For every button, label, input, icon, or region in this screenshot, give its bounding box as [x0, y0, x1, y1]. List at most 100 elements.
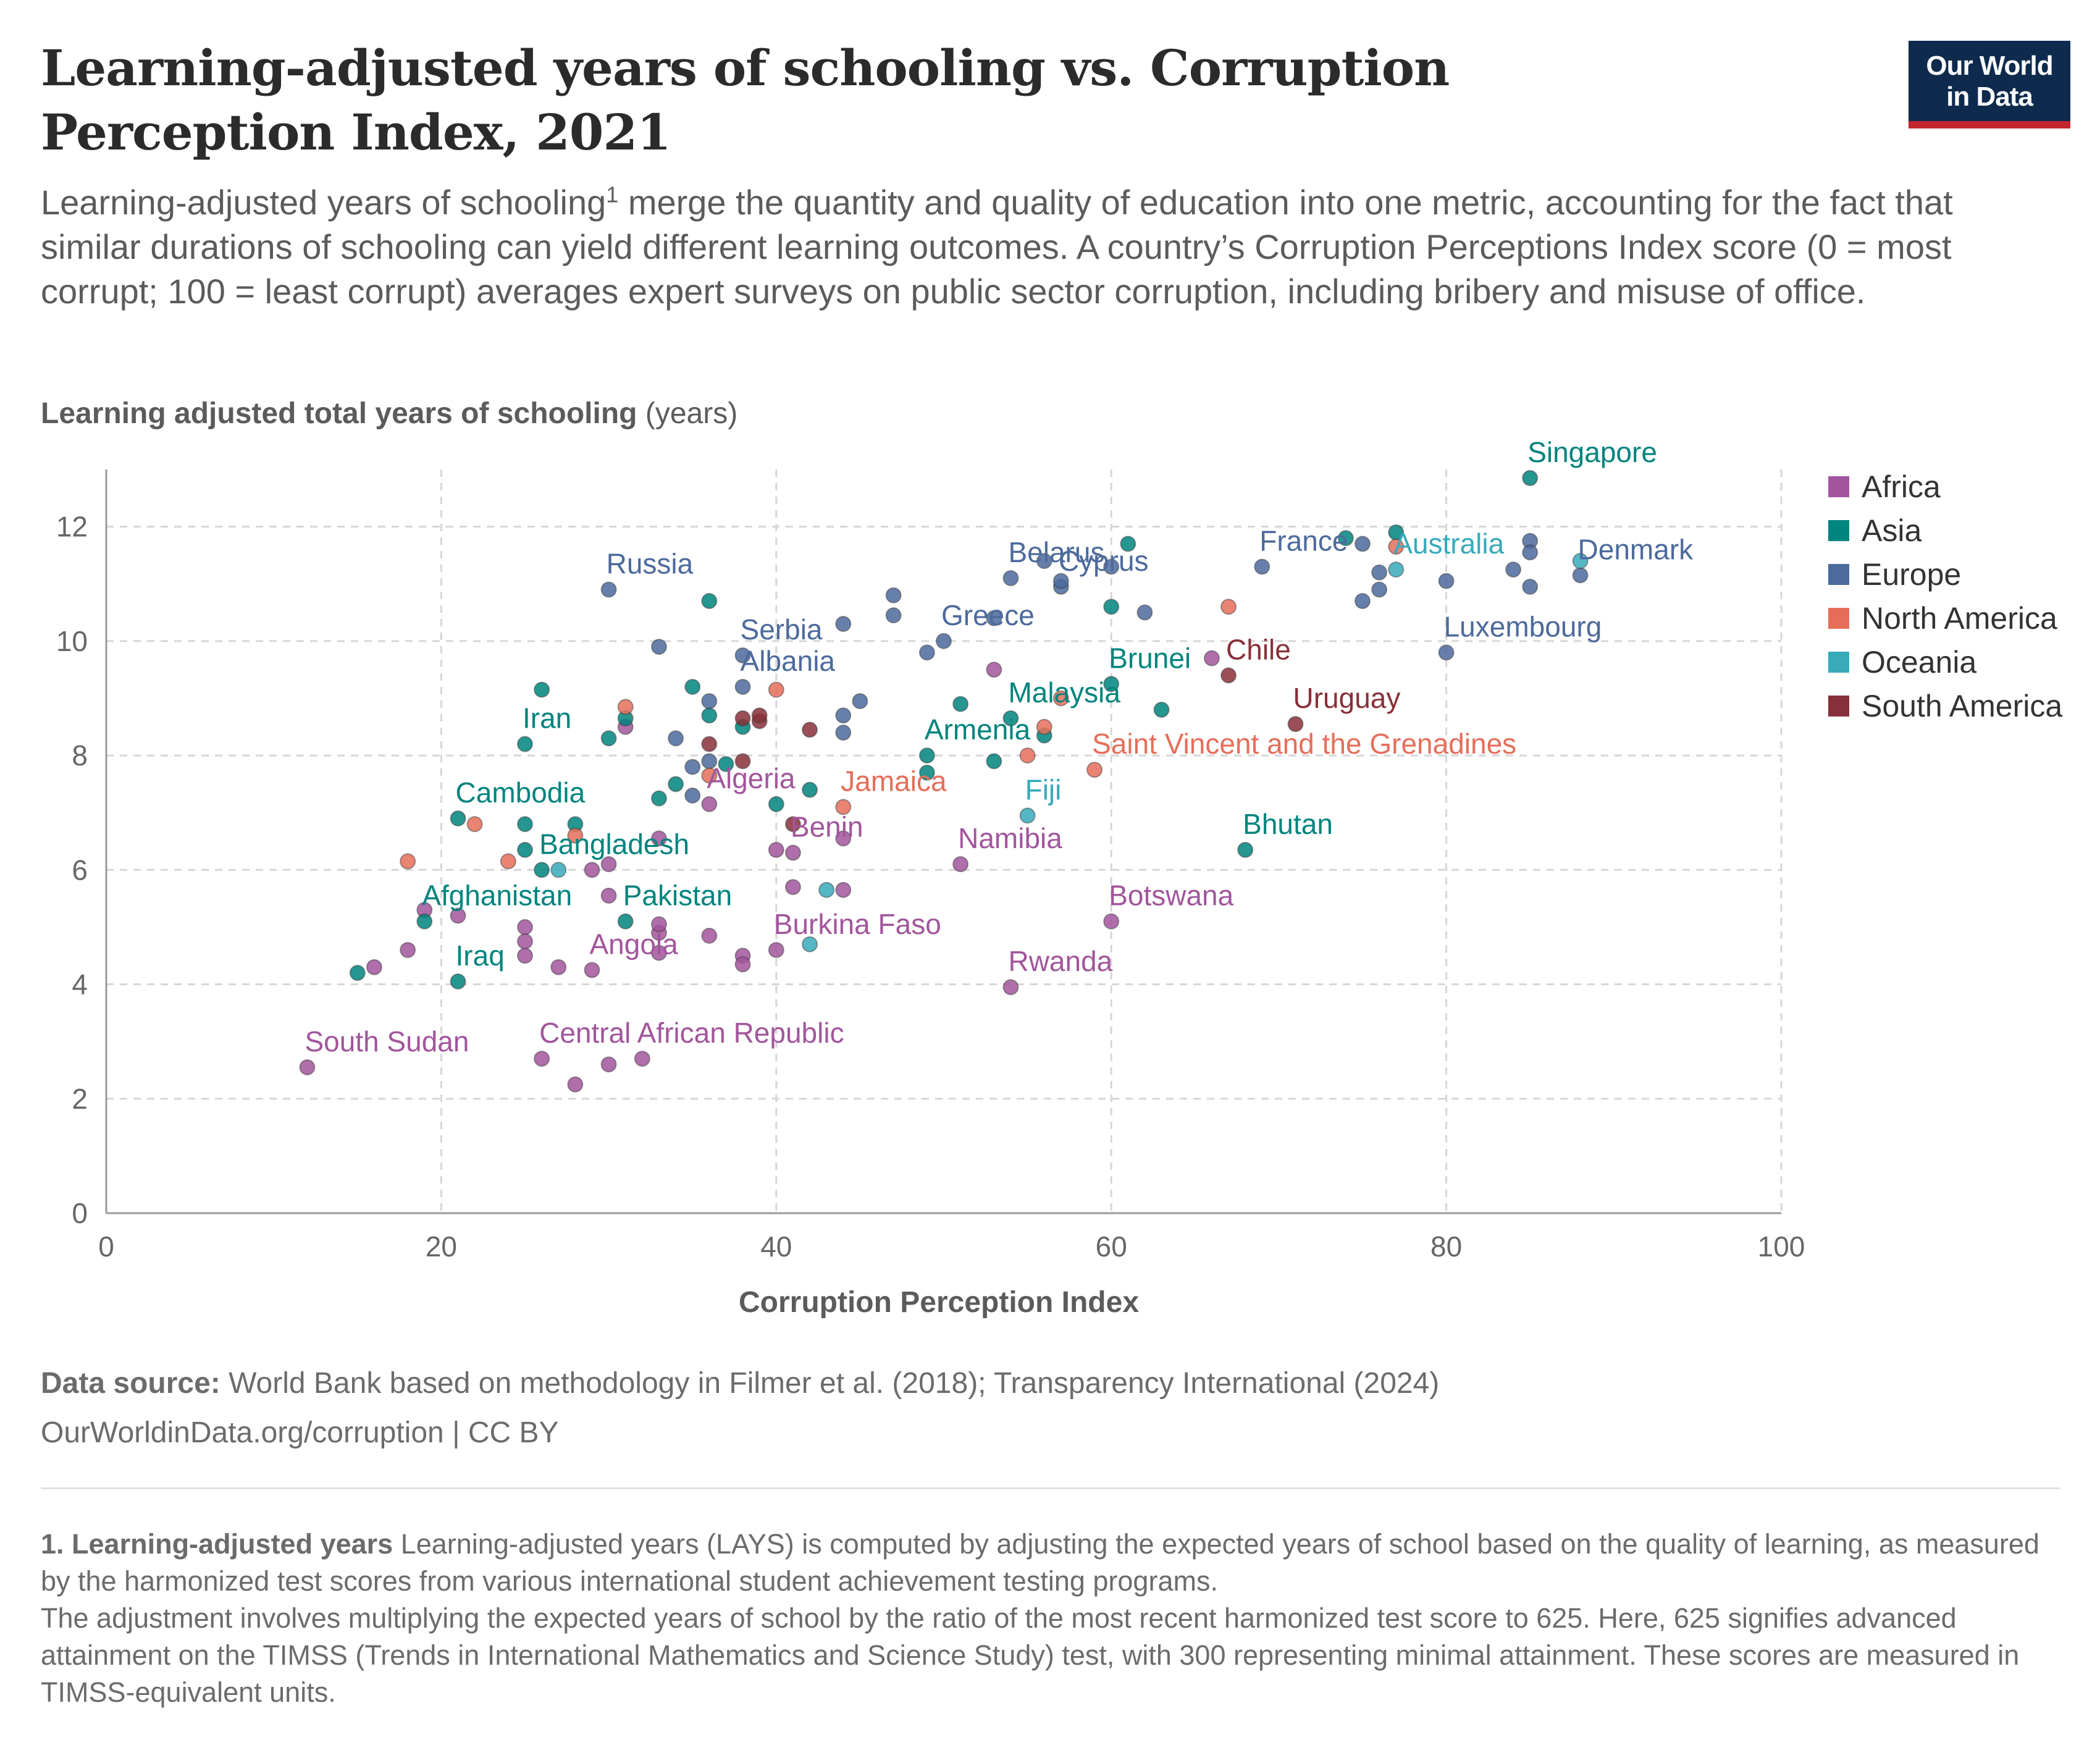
- point-asia[interactable]: [517, 841, 533, 858]
- point-europe[interactable]: [684, 787, 701, 804]
- point-north-america[interactable]: [1086, 762, 1103, 778]
- point-africa[interactable]: [366, 959, 382, 975]
- point-asia[interactable]: [668, 776, 684, 793]
- point-asia[interactable]: [534, 681, 550, 698]
- point-europe[interactable]: [918, 644, 935, 661]
- point-south-america[interactable]: [1287, 716, 1304, 733]
- point-north-america[interactable]: [1052, 690, 1069, 707]
- point-africa[interactable]: [534, 1050, 550, 1067]
- point-asia[interactable]: [349, 965, 366, 982]
- point-europe[interactable]: [1103, 558, 1120, 575]
- legend-item-oceania[interactable]: Oceania: [1828, 640, 2062, 684]
- point-europe[interactable]: [986, 610, 1002, 626]
- point-africa[interactable]: [784, 879, 801, 896]
- legend-item-south-america[interactable]: South America: [1828, 684, 2062, 728]
- point-europe[interactable]: [1354, 536, 1371, 552]
- point-asia[interactable]: [1002, 710, 1019, 726]
- point-south-america[interactable]: [734, 753, 751, 770]
- point-asia[interactable]: [1153, 701, 1170, 718]
- point-asia[interactable]: [450, 810, 466, 826]
- point-europe[interactable]: [1522, 544, 1539, 561]
- point-europe[interactable]: [701, 693, 718, 710]
- point-africa[interactable]: [600, 856, 617, 873]
- point-africa[interactable]: [584, 862, 600, 878]
- point-asia[interactable]: [1237, 841, 1254, 858]
- point-asia[interactable]: [416, 913, 433, 930]
- legend-item-north-america[interactable]: North America: [1828, 596, 2062, 640]
- point-africa[interactable]: [517, 948, 533, 964]
- point-europe[interactable]: [1371, 581, 1388, 598]
- point-africa[interactable]: [517, 933, 533, 950]
- point-africa[interactable]: [650, 916, 667, 933]
- point-asia[interactable]: [534, 862, 550, 878]
- point-africa[interactable]: [1103, 913, 1120, 930]
- point-north-america[interactable]: [466, 816, 483, 833]
- point-europe[interactable]: [1572, 567, 1589, 584]
- point-asia[interactable]: [1103, 599, 1120, 615]
- point-africa[interactable]: [517, 919, 533, 935]
- point-south-america[interactable]: [1220, 667, 1237, 684]
- point-asia[interactable]: [600, 730, 617, 747]
- point-europe[interactable]: [668, 730, 684, 747]
- point-north-america[interactable]: [1019, 747, 1036, 764]
- point-europe[interactable]: [1254, 558, 1270, 575]
- point-africa[interactable]: [1203, 650, 1220, 666]
- point-africa[interactable]: [701, 927, 718, 944]
- point-europe[interactable]: [1371, 564, 1388, 581]
- point-asia[interactable]: [1120, 536, 1136, 552]
- point-africa[interactable]: [650, 944, 667, 961]
- point-oceania[interactable]: [1572, 553, 1589, 570]
- point-africa[interactable]: [584, 962, 600, 978]
- point-oceania[interactable]: [550, 862, 567, 878]
- point-north-america[interactable]: [1036, 718, 1052, 735]
- point-africa[interactable]: [768, 941, 784, 958]
- point-africa[interactable]: [734, 956, 751, 973]
- point-europe[interactable]: [600, 581, 617, 598]
- point-africa[interactable]: [650, 830, 667, 847]
- point-asia[interactable]: [986, 753, 1002, 770]
- point-europe[interactable]: [852, 693, 868, 710]
- point-asia[interactable]: [701, 707, 718, 724]
- point-africa[interactable]: [1002, 979, 1019, 996]
- point-africa[interactable]: [550, 959, 567, 975]
- point-asia[interactable]: [952, 696, 969, 712]
- point-south-america[interactable]: [701, 736, 718, 752]
- point-asia[interactable]: [718, 755, 734, 772]
- point-oceania[interactable]: [1388, 561, 1405, 578]
- point-europe[interactable]: [1522, 578, 1539, 595]
- point-europe[interactable]: [835, 616, 852, 633]
- point-africa[interactable]: [400, 941, 416, 958]
- point-europe[interactable]: [650, 639, 667, 655]
- point-north-america[interactable]: [400, 853, 416, 870]
- point-north-america[interactable]: [835, 799, 852, 815]
- point-europe[interactable]: [734, 647, 751, 663]
- point-asia[interactable]: [517, 816, 533, 833]
- point-asia[interactable]: [1522, 469, 1539, 486]
- point-north-america[interactable]: [1388, 539, 1405, 555]
- point-asia[interactable]: [517, 736, 533, 752]
- point-south-america[interactable]: [751, 707, 768, 724]
- point-africa[interactable]: [600, 887, 617, 904]
- point-asia[interactable]: [617, 913, 634, 930]
- point-asia[interactable]: [1103, 676, 1120, 692]
- point-africa[interactable]: [784, 844, 801, 861]
- point-north-america[interactable]: [617, 699, 634, 715]
- point-asia[interactable]: [768, 796, 784, 812]
- point-africa[interactable]: [701, 796, 718, 812]
- point-south-america[interactable]: [802, 721, 818, 738]
- point-europe[interactable]: [734, 678, 751, 695]
- point-europe[interactable]: [1438, 573, 1455, 589]
- owid-logo[interactable]: Our World in Data: [1909, 41, 2070, 128]
- point-north-america[interactable]: [1220, 599, 1237, 615]
- point-africa[interactable]: [634, 1050, 650, 1067]
- point-europe[interactable]: [1136, 604, 1153, 621]
- point-asia[interactable]: [1337, 530, 1354, 547]
- point-europe[interactable]: [885, 607, 902, 624]
- point-asia[interactable]: [918, 764, 935, 781]
- point-europe[interactable]: [1505, 561, 1522, 578]
- point-europe[interactable]: [885, 587, 902, 603]
- point-asia[interactable]: [701, 593, 718, 610]
- point-south-america[interactable]: [784, 816, 801, 833]
- point-north-america[interactable]: [500, 853, 516, 870]
- point-africa[interactable]: [835, 881, 852, 898]
